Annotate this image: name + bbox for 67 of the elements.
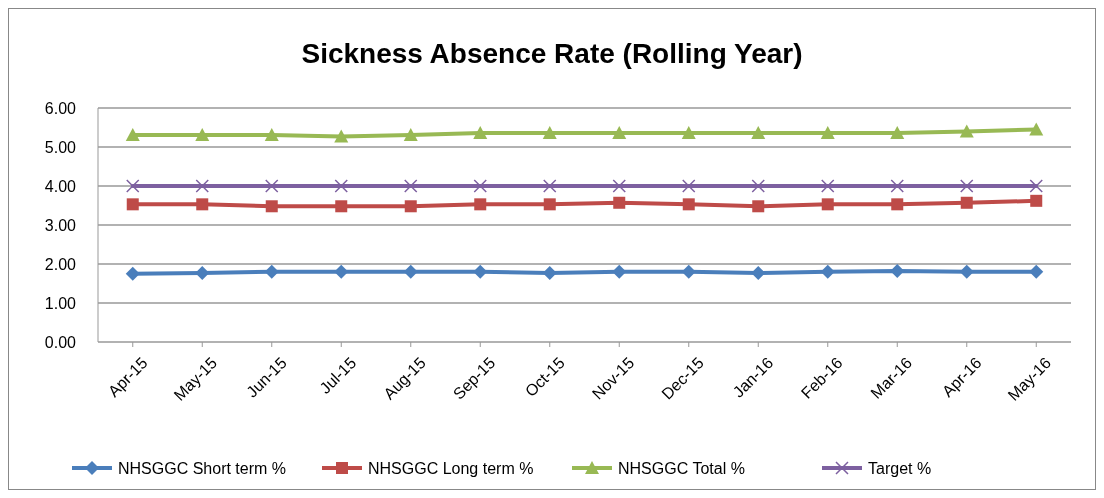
point (195, 127, 210, 141)
y-tick-label: 3.00 (44, 216, 77, 234)
legend-label: NHSGGC Long term % (368, 459, 534, 477)
legend-label: Target % (868, 459, 932, 477)
legend-label: NHSGGC Short term % (118, 459, 287, 477)
point (1030, 194, 1043, 207)
point (891, 198, 904, 211)
point (681, 264, 696, 279)
point (890, 125, 905, 139)
point (125, 127, 140, 141)
point (890, 264, 905, 279)
point (820, 264, 835, 279)
y-tick-label: 2.00 (44, 255, 77, 273)
chart-title: Sickness Absence Rate (Rolling Year) (301, 38, 803, 69)
point (404, 200, 417, 213)
point (195, 179, 209, 193)
point (612, 125, 627, 139)
point (196, 198, 209, 211)
point (1029, 264, 1044, 279)
point (752, 200, 765, 213)
point (264, 264, 279, 279)
point (960, 196, 973, 209)
point (682, 179, 696, 193)
y-tick-label: 6.00 (44, 99, 77, 117)
point (612, 264, 627, 279)
point (125, 266, 140, 281)
point (613, 196, 626, 209)
point (335, 200, 348, 213)
point (890, 179, 904, 193)
point (543, 179, 557, 193)
point (403, 264, 418, 279)
point (959, 124, 974, 138)
point (681, 125, 696, 139)
point (195, 265, 210, 280)
point (126, 198, 139, 211)
point (126, 179, 140, 193)
point (1029, 179, 1043, 193)
point (265, 200, 278, 213)
point (821, 198, 834, 211)
y-tick-label: 5.00 (44, 138, 77, 156)
point (334, 129, 349, 143)
point (403, 127, 418, 141)
point (265, 179, 279, 193)
point (473, 125, 488, 139)
point (264, 127, 279, 141)
point (473, 179, 487, 193)
y-tick-label: 4.00 (44, 177, 77, 195)
point (821, 179, 835, 193)
point (404, 179, 418, 193)
point (751, 125, 766, 139)
point (820, 125, 835, 139)
point (960, 179, 974, 193)
point (751, 179, 765, 193)
point (473, 264, 488, 279)
point (334, 264, 349, 279)
point (542, 265, 557, 280)
point (474, 198, 487, 211)
point (959, 264, 974, 279)
point (543, 198, 556, 211)
y-tick-label: 1.00 (44, 294, 77, 312)
point (682, 198, 695, 211)
point (334, 179, 348, 193)
point (612, 179, 626, 193)
point (1029, 122, 1044, 136)
point (542, 125, 557, 139)
legend-label: NHSGGC Total % (618, 459, 745, 477)
y-tick-label: 0.00 (44, 333, 77, 351)
